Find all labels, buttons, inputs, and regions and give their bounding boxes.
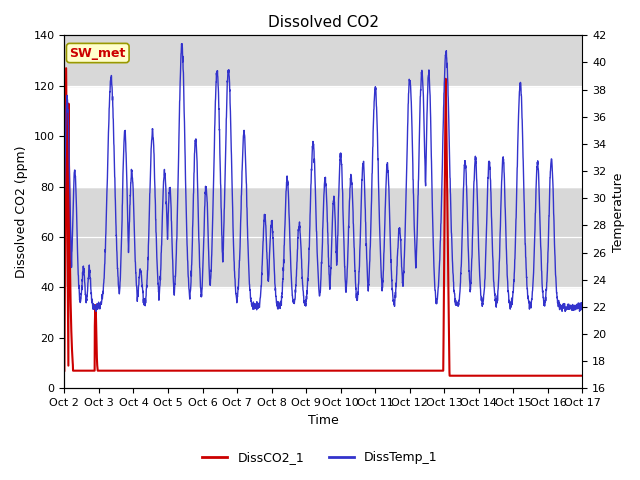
Bar — [65, 36, 582, 86]
Title: Dissolved CO2: Dissolved CO2 — [268, 15, 379, 30]
X-axis label: Time: Time — [308, 414, 339, 427]
Bar — [65, 187, 582, 288]
Y-axis label: Temperature: Temperature — [612, 172, 625, 252]
Bar — [65, 86, 582, 187]
Text: SW_met: SW_met — [70, 47, 126, 60]
Legend: DissCO2_1, DissTemp_1: DissCO2_1, DissTemp_1 — [197, 446, 443, 469]
Bar — [65, 288, 582, 388]
Y-axis label: Dissolved CO2 (ppm): Dissolved CO2 (ppm) — [15, 145, 28, 278]
